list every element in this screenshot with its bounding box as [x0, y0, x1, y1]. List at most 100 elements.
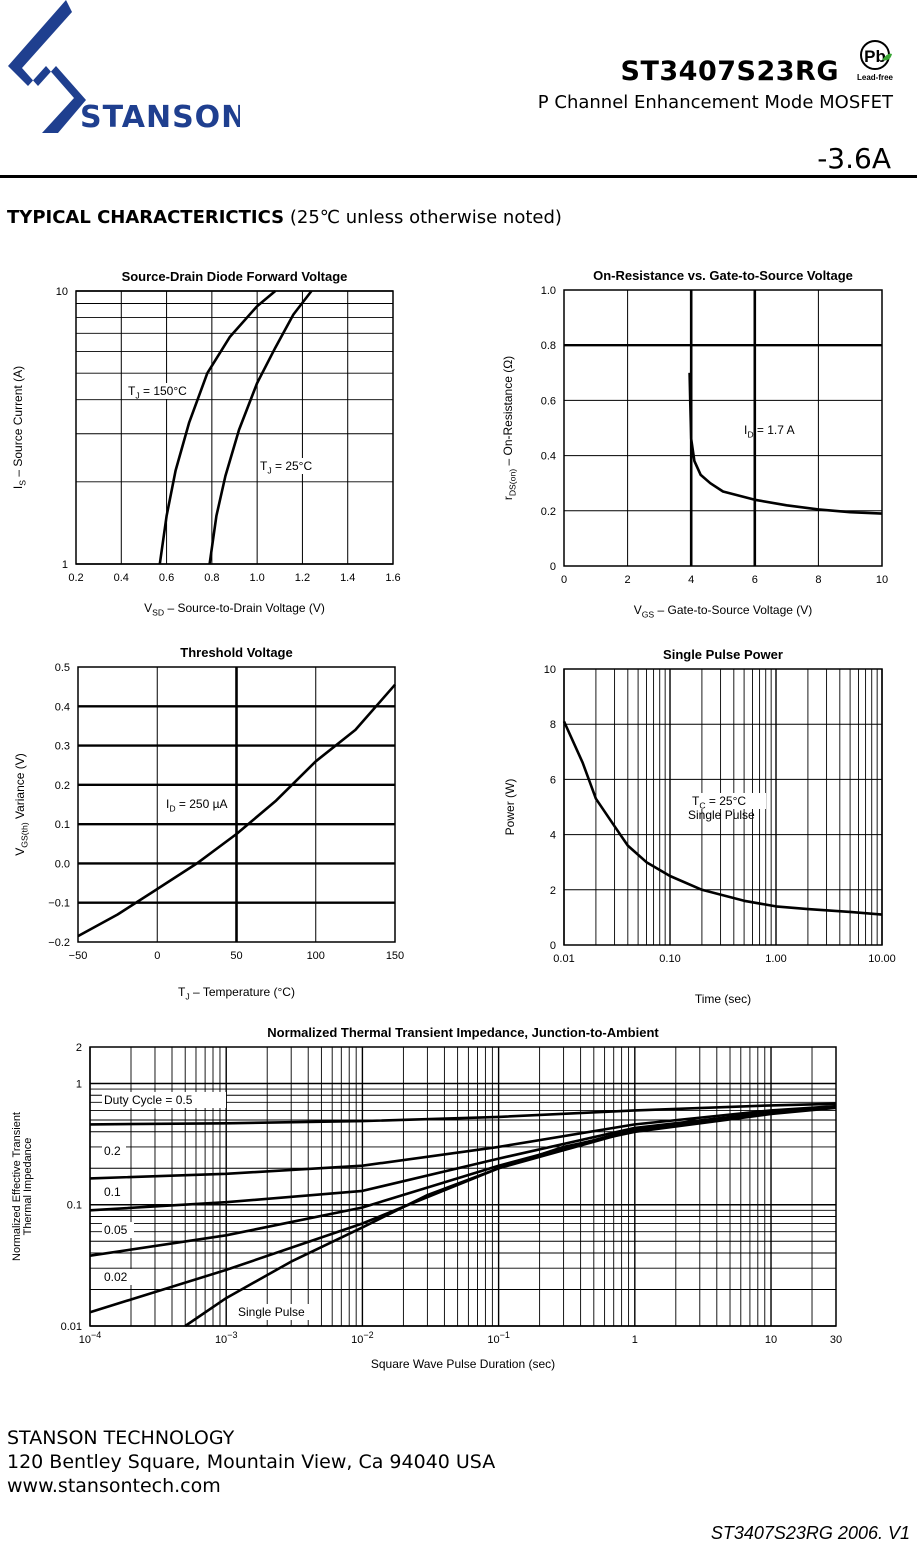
- plot-frame: [563, 668, 883, 946]
- stanson-s-mark: [8, 0, 86, 133]
- chart-single-pulse-power: Single Pulse Power 0.01 0.10 1.00 10.00 0 2 4 6 8…: [503, 647, 896, 1006]
- series-group: Duty Cycle = 0.5 0.2 0.1 0.05 0.02 Single Pul…: [89, 1092, 837, 1328]
- y-tick-label: 0.3: [55, 741, 70, 753]
- x-tick-label: 10−4: [79, 1330, 102, 1346]
- series-line: [562, 720, 883, 916]
- section-title-bold: TYPICAL CHARACTERICTICS: [7, 207, 285, 228]
- lead-free-badge: Pb Lead-free: [857, 40, 894, 82]
- plot-frame: [563, 289, 883, 567]
- series-line: [688, 372, 883, 515]
- series-label: 0.05: [104, 1223, 128, 1237]
- part-subtitle: P Channel Enhancement Mode MOSFET: [537, 92, 893, 113]
- y-tick-label: 0.1: [67, 1200, 82, 1212]
- x-tick-label: 10.00: [868, 953, 896, 965]
- y-tick-label: 1: [62, 559, 68, 571]
- chart-title: Single Pulse Power: [663, 647, 783, 662]
- footer-version: ST3407S23RG 2006. V1: [710, 1523, 910, 1543]
- x-tick-label: 0.4: [114, 572, 129, 584]
- y-tick-label: 0.0: [55, 858, 70, 870]
- series-label-line2: Single Pulse: [688, 808, 755, 822]
- x-tick-labels: 0.01 0.10 1.00 10.00: [553, 953, 895, 965]
- y-axis-label-line2: Thermal Impedance: [22, 1138, 34, 1236]
- current-rating: -3.6A: [817, 142, 891, 175]
- y-axis-label: IS – Source Current (A): [11, 366, 28, 489]
- chart-thermal-impedance: Normalized Thermal Transient Impedance, …: [11, 1025, 842, 1371]
- legend-label-bg: [102, 1184, 126, 1200]
- pb-symbol: Pb: [864, 47, 886, 66]
- y-tick-label: −0.1: [48, 898, 70, 910]
- x-tick-label: 10: [876, 574, 888, 586]
- y-tick-label: 0.2: [541, 506, 556, 518]
- x-tick-label: 1.4: [340, 572, 355, 584]
- series-label: 0.2: [104, 1144, 121, 1158]
- x-tick-label: 1.2: [295, 572, 310, 584]
- section-title: TYPICAL CHARACTERICTICS (25℃ unless othe…: [7, 207, 562, 228]
- series-label: 0.1: [104, 1185, 121, 1199]
- legend-label-bg: [258, 458, 320, 474]
- y-tick-labels: 0.01 0.1 1 2: [61, 1042, 82, 1333]
- series-line: [208, 290, 313, 565]
- x-tick-label: 1: [632, 1334, 638, 1346]
- footer-company-name: STANSON TECHNOLOGY: [7, 1427, 235, 1449]
- x-tick-label: 0: [154, 950, 160, 962]
- y-tick-label: 0.2: [55, 780, 70, 792]
- y-tick-label: 0.4: [541, 451, 556, 463]
- y-tick-label: 6: [550, 774, 556, 786]
- y-tick-label: −0.2: [48, 937, 70, 949]
- y-tick-label: 8: [550, 719, 556, 731]
- x-tick-label: 8: [815, 574, 821, 586]
- legend-label-bg: [102, 1092, 226, 1108]
- y-axis-label-line1: Normalized Effective Transient: [11, 1112, 23, 1261]
- y-tick-label: 4: [550, 830, 556, 842]
- legend-label-bg: [102, 1269, 134, 1285]
- x-tick-label: 0: [561, 574, 567, 586]
- header-divider: [0, 175, 917, 178]
- part-number: ST3407S23RG: [620, 56, 839, 87]
- x-tick-label: 0.6: [159, 572, 174, 584]
- x-axis-label: Square Wave Pulse Duration (sec): [371, 1357, 555, 1371]
- grid: [563, 289, 883, 567]
- series-group: TJ = 150°C TJ = 25°C: [126, 290, 320, 565]
- footer-company-block: STANSON TECHNOLOGY 120 Bentley Square, M…: [7, 1426, 495, 1498]
- chart-title: Source-Drain Diode Forward Voltage: [122, 269, 348, 284]
- series-line: [89, 1104, 837, 1180]
- y-tick-label: 0: [550, 940, 556, 952]
- x-tick-label: 30: [830, 1334, 842, 1346]
- legend-label-bg: [126, 383, 196, 399]
- series-label: TC = 25°C: [692, 794, 746, 811]
- x-tick-labels: 10−4 10−3 10−2 10−1 1 10 30: [79, 1330, 842, 1346]
- legend-label-bg: [102, 1222, 134, 1238]
- y-tick-label: 0.1: [55, 819, 70, 831]
- y-tick-labels: 1 10: [56, 286, 68, 571]
- x-axis-label: TJ – Temperature (°C): [178, 985, 295, 1002]
- x-tick-label: 10: [765, 1334, 777, 1346]
- chart-source-drain-diode: Source-Drain Diode Forward Voltage 0.2 0.4…: [11, 269, 401, 618]
- stanson-wordmark: STANSON: [80, 100, 240, 134]
- y-tick-label: 0.01: [61, 1321, 82, 1333]
- x-tick-label: 2: [625, 574, 631, 586]
- chart-title: Threshold Voltage: [180, 645, 292, 660]
- footer-website[interactable]: www.stansontech.com: [7, 1475, 221, 1497]
- y-tick-label: 2: [76, 1042, 82, 1054]
- x-tick-label: 10−1: [487, 1330, 510, 1346]
- grid: [77, 666, 396, 943]
- x-tick-label: 0.2: [68, 572, 83, 584]
- y-tick-label: 1: [76, 1078, 82, 1090]
- series-line: [89, 1105, 837, 1314]
- series-label: Single Pulse: [238, 1305, 305, 1319]
- y-axis-label: Power (W): [503, 779, 517, 836]
- y-tick-label: 10: [544, 664, 556, 676]
- series-label: 0.02: [104, 1270, 128, 1284]
- series-line: [158, 290, 277, 565]
- x-tick-label: 100: [307, 950, 325, 962]
- legend-label-bg: [690, 793, 766, 809]
- series-label: Duty Cycle = 0.5: [104, 1093, 193, 1107]
- x-tick-label: 1.00: [765, 953, 786, 965]
- footer-address: 120 Bentley Square, Mountain View, Ca 94…: [7, 1451, 496, 1473]
- x-tick-labels: 0 2 4 6 8 10: [561, 574, 888, 586]
- x-tick-labels: −50 0 50 100 150: [69, 950, 405, 962]
- y-axis-label: VGS(th) Variance (V): [13, 753, 30, 856]
- series-line: [89, 1102, 837, 1126]
- y-tick-label: 0: [550, 561, 556, 573]
- x-tick-label: 10−2: [351, 1330, 374, 1346]
